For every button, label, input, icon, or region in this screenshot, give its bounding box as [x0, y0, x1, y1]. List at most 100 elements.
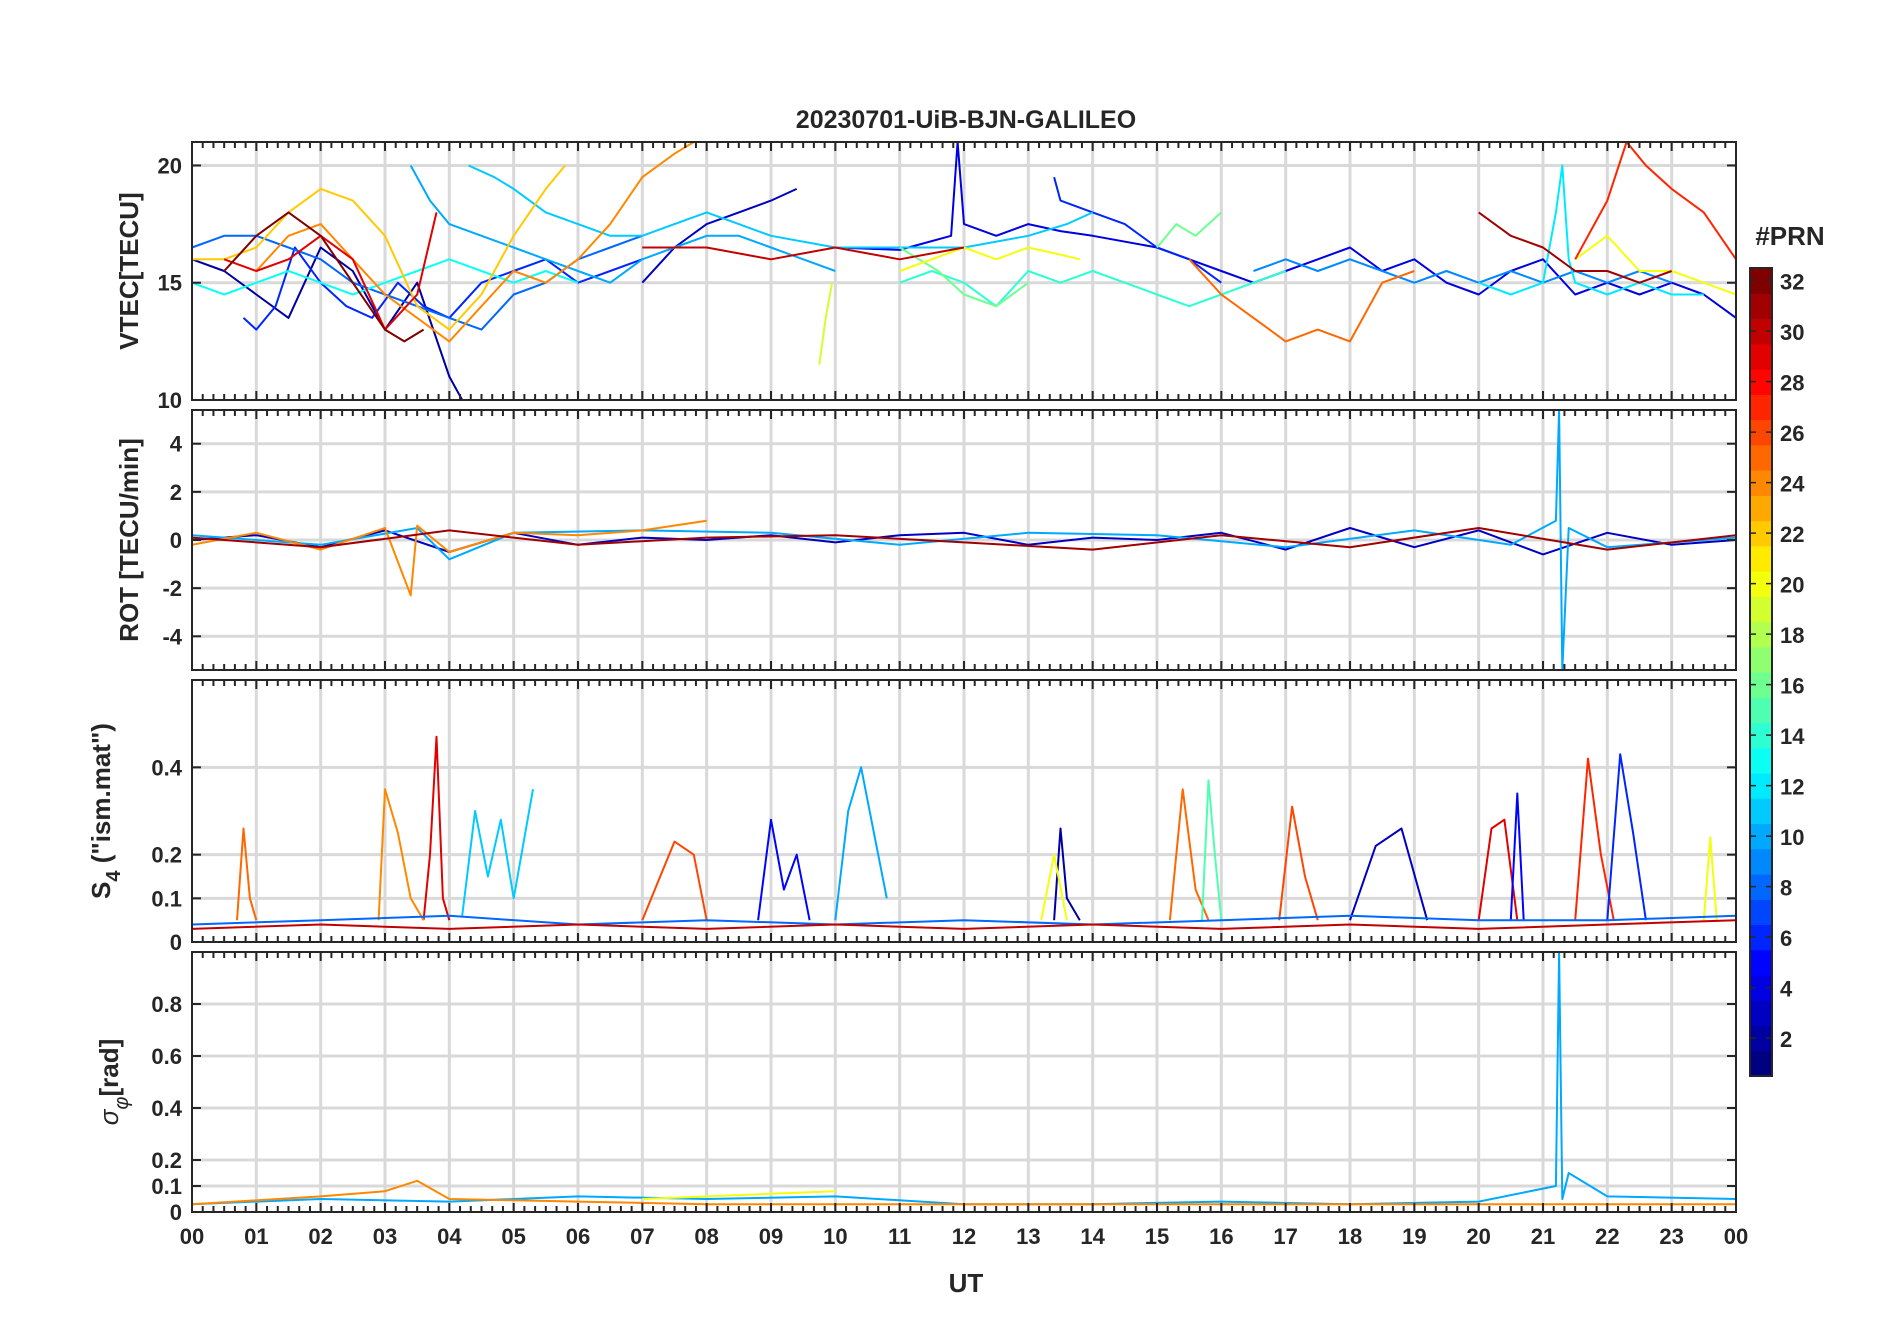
series-prn-24-2	[192, 519, 707, 597]
x-tick-label: 03	[373, 1224, 397, 1249]
colorbar-tick-label: 10	[1780, 825, 1804, 850]
y-axis-label-rot: ROT [TECU/min]	[114, 438, 144, 642]
series-prn-3-12	[1349, 827, 1429, 921]
series-prn-13-10	[192, 258, 579, 296]
colorbar-segment-22	[1750, 520, 1772, 547]
colorbar-segment-7	[1750, 899, 1772, 926]
y-tick-label: 0	[170, 528, 182, 553]
series-prn-9-6	[1253, 258, 1673, 284]
colorbar-segment-2	[1750, 1025, 1772, 1052]
colorbar-segment-28	[1750, 369, 1772, 395]
colorbar-tick-label: 28	[1780, 371, 1804, 396]
x-tick-label: 04	[437, 1224, 462, 1249]
colorbar-segment-24	[1750, 470, 1772, 496]
series-prn-29-13	[1477, 818, 1519, 921]
y-axis-label-sigma_phi: σφ[rad]	[94, 1039, 133, 1126]
series-prn-15-10	[1201, 779, 1223, 921]
y-tick-label: 15	[158, 271, 182, 296]
series-prn-10-0	[192, 952, 1736, 1206]
x-tick-label: 02	[308, 1224, 332, 1249]
colorbar-segment-6	[1750, 924, 1772, 951]
x-tick-label: 10	[823, 1224, 847, 1249]
y-tick-label: 0.4	[151, 755, 182, 780]
series-prn-8-18	[192, 914, 1736, 926]
y-tick-label: 2	[170, 480, 182, 505]
colorbar-segment-8	[1750, 874, 1772, 900]
series-group	[192, 735, 1736, 930]
series-prn-30-19	[192, 919, 1736, 930]
series-prn-31-3	[192, 527, 1736, 551]
series-prn-24-2	[192, 1179, 1736, 1206]
colorbar-tick-label: 18	[1780, 623, 1804, 648]
x-tick-label: 15	[1145, 1224, 1169, 1249]
colorbar-segment-16	[1750, 672, 1772, 698]
y-tick-label: 0.6	[151, 1044, 182, 1069]
y-tick-label: 0	[170, 1200, 182, 1225]
series-prn-10-7	[409, 165, 836, 284]
chart-title: 20230701-UiB-BJN-GALILEO	[796, 106, 1136, 134]
x-tick-label: 17	[1273, 1224, 1297, 1249]
series-prn-27-15	[1574, 757, 1615, 921]
colorbar-tick-label: 6	[1780, 926, 1792, 951]
x-tick-label: 19	[1402, 1224, 1426, 1249]
series-prn-31-23	[1478, 211, 1673, 284]
x-tick-label: 16	[1209, 1224, 1233, 1249]
x-tick-label: 00	[180, 1224, 204, 1249]
x-tick-label: 11	[888, 1224, 911, 1249]
y-axis-label-sub: 4	[103, 870, 125, 882]
x-tick-label: 13	[1016, 1224, 1040, 1249]
colorbar-segment-9	[1750, 848, 1772, 875]
colorbar-segment-19	[1750, 596, 1772, 623]
colorbar-tick-label: 4	[1780, 977, 1793, 1002]
series-group	[192, 410, 1736, 670]
y-tick-label: 0.4	[151, 1096, 182, 1121]
colorbar-tick-label: 8	[1780, 876, 1792, 901]
series-prn-6-16	[1606, 753, 1647, 921]
y-axis-label-rest: [rad]	[94, 1039, 124, 1097]
colorbar-segment-3	[1750, 1000, 1772, 1027]
colorbar-segment-14	[1750, 722, 1772, 749]
series-prn-26-6	[641, 840, 708, 921]
series-prn-22-17	[192, 164, 566, 331]
colorbar-segment-31	[1750, 293, 1772, 320]
colorbar-segment-11	[1750, 798, 1772, 825]
series-prn-5-4	[757, 818, 811, 921]
series-group	[192, 142, 1736, 400]
x-tick-label: 21	[1531, 1224, 1555, 1249]
y-axis-label-vtec: VTEC[TECU]	[114, 192, 144, 349]
y-axis-label-main: S	[86, 882, 116, 899]
x-tick-label: 23	[1659, 1224, 1683, 1249]
colorbar-segment-26	[1750, 419, 1772, 446]
y-tick-label: 10	[158, 388, 182, 413]
colorbar-segment-29	[1750, 343, 1772, 370]
series-prn-27-20	[1574, 142, 1736, 260]
series-group	[192, 952, 1736, 1206]
series-prn-26-11	[1278, 805, 1319, 921]
series-prn-10-1	[192, 410, 1736, 670]
y-tick-label: 0.1	[151, 1174, 182, 1199]
colorbar-segment-15	[1750, 697, 1772, 724]
colorbar-segment-4	[1750, 975, 1772, 1001]
x-axis-label: UT	[949, 1268, 984, 1298]
colorbar-segment-23	[1750, 495, 1772, 522]
y-axis-label-main: σ	[94, 1108, 124, 1125]
series-prn-29-0	[422, 735, 451, 921]
series-prn-20-16	[1574, 234, 1736, 296]
colorbar-tick-label: 22	[1780, 522, 1804, 547]
panel-rot: -4 -2 0 2 4 ROT [TECU/min]	[114, 409, 1737, 671]
colorbar-segment-17	[1750, 646, 1772, 673]
colorbar-tick-label: 24	[1780, 472, 1805, 497]
colorbar-segment-1	[1750, 1050, 1772, 1077]
colorbar-tick-label: 32	[1780, 270, 1804, 295]
x-tick-label: 05	[501, 1224, 525, 1249]
colorbar-segment-5	[1750, 949, 1772, 976]
x-tick-label: 01	[244, 1224, 268, 1249]
series-prn-20-1	[642, 1190, 836, 1200]
colorbar-segment-12	[1750, 773, 1772, 799]
series-prn-30-22	[642, 246, 965, 261]
y-tick-label: 0.8	[151, 992, 182, 1017]
x-tick-labels: 00 01 02 03 04 05 06 07 08 09 10 11 12 13 14 15 16 17 18 19…	[180, 1224, 1748, 1249]
series-prn-11-2	[461, 789, 534, 916]
